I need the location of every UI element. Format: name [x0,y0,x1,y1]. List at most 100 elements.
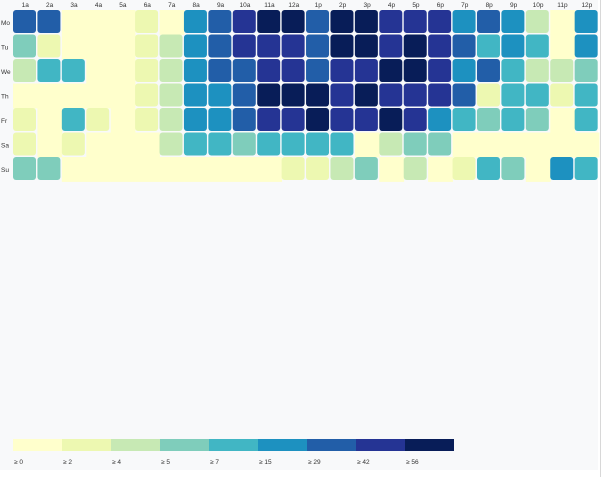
x-tick-label: 10a [240,2,251,9]
y-tick-label: We [1,69,11,76]
heatmap-cell [574,132,600,158]
panel-border [600,0,601,477]
heatmap-cell [110,157,136,182]
heatmap-cell [13,108,36,131]
heatmap-cell [110,34,136,60]
heatmap-cell [354,108,378,131]
heatmap-cell [428,157,453,182]
heatmap-cell [61,83,87,109]
x-tick-label: 2p [339,2,347,9]
heatmap-cell [232,10,256,33]
heatmap-cell [452,157,476,180]
y-tick-label: Sa [1,142,9,149]
heatmap-cell [183,34,207,58]
heatmap-cell [110,10,136,35]
heatmap-cell [135,157,160,182]
heatmap-cell [428,83,452,107]
heatmap-cell [330,108,354,131]
x-tick-label: 5a [119,2,127,9]
heatmap-cell [525,83,549,107]
x-tick-label: 11p [557,2,568,9]
heatmap-cell [525,34,549,58]
heatmap-cell [476,10,500,33]
heatmap-cell [501,10,525,33]
heatmap-cell [86,59,112,84]
heatmap-cell [403,83,427,107]
heatmap-cell [354,83,378,107]
heatmap-cell [37,157,61,180]
heatmap-cell [135,108,159,131]
heatmap-cell [550,59,574,82]
heatmap-cell [110,59,136,84]
heatmap-cell [403,132,427,156]
heatmap-cell [525,132,551,158]
legend-label: ≥ 4 [112,459,121,466]
heatmap-cell [476,34,500,58]
heatmap-cell [86,157,112,182]
legend-label: ≥ 2 [63,459,72,466]
heatmap-cell [257,59,281,82]
heatmap-cell [574,157,598,180]
heatmap-cell [379,10,403,33]
heatmap-cell [452,132,478,158]
heatmap-cell [501,59,525,82]
heatmap-cell [574,83,598,107]
heatmap-cell [306,108,330,131]
heatmap-cell [330,10,354,33]
heatmap-cell [13,59,36,82]
heatmap-cell [135,34,159,58]
heatmap-cell [354,157,378,180]
heatmap-cell [428,10,452,33]
y-tick-label: Su [1,167,9,174]
heatmap-cell [86,108,110,131]
heatmap-cell [550,10,576,35]
heatmap-cell [13,157,36,180]
heatmap-cell [37,108,63,133]
x-tick-label: 1a [22,2,30,9]
heatmap-cell [159,132,183,156]
heatmap-cell [354,59,378,82]
heatmap-cell [476,108,500,131]
heatmap-cell [208,108,232,131]
x-tick-label: 7p [461,2,469,9]
heatmap-cell [257,83,281,107]
heatmap-cell [183,157,209,182]
heatmap-cell [550,132,576,158]
heatmap-cell [306,157,330,180]
heatmap-cell [501,83,525,107]
x-tick-label: 9p [510,2,518,9]
heatmap-cell [159,83,183,107]
heatmap-cell [135,10,159,33]
x-tick-label: 8p [486,2,494,9]
heatmap-cell [13,132,36,156]
x-tick-label: 6p [437,2,445,9]
heatmap-cell [330,59,354,82]
legend-label: ≥ 29 [308,459,321,466]
heatmap-cell [257,34,281,58]
x-tick-label: 8a [193,2,201,9]
heatmap-cell [281,34,305,58]
heatmap-cell [525,157,551,182]
x-tick-label: 12a [288,2,299,9]
legend-label: ≥ 56 [406,459,419,466]
heatmap-cell [159,157,185,182]
x-tick-label: 7a [168,2,176,9]
heatmap-cell [452,83,476,107]
heatmap-cell [208,10,232,33]
x-tick-label: 3p [363,2,371,9]
heatmap-cell [476,83,500,107]
heatmap-cell [330,157,354,180]
heatmap-cell [550,34,576,60]
heatmap-cell [452,59,476,82]
x-tick-label: 10p [533,2,544,9]
heatmap-cell [379,59,403,82]
heatmap-cell [574,59,598,82]
y-tick-label: Tu [1,44,9,51]
heatmap-cell [574,108,598,131]
heatmap-cell [306,34,330,58]
legend-swatch [62,439,111,451]
x-tick-label: 12p [581,2,592,9]
heatmap-cell [135,59,159,82]
heatmap-cell [183,10,207,33]
heatmap-cell [208,132,232,156]
